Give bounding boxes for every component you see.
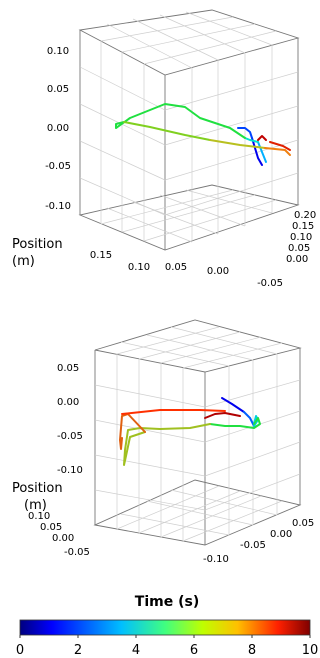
bottom-trace-seg-6 [119,413,146,450]
bottom-z-ticks: 0.05 0.00 -0.05 -0.10 [57,363,83,476]
top-plot-frame [78,9,300,251]
top-z-tick-2: 0.00 [47,123,69,134]
bottom-position-label-line1: Position [12,481,63,496]
top-z-tick-4: -0.10 [45,201,71,212]
bottom-plot-frame [93,319,302,546]
bottom-z-tick-0: 0.05 [57,363,79,374]
bottom-z-tick-3: -0.10 [57,465,83,476]
top-plot: 0.10 0.05 0.00 -0.05 -0.10 0.15 0.10 0.0… [12,9,316,289]
bottom-left-tick-3: -0.05 [64,547,90,558]
top-trajectory [115,103,291,166]
top-trace-seg-5 [115,103,246,139]
top-trace-seg-2 [237,127,253,139]
bottom-trace-seg-8 [204,412,241,419]
top-z-tick-1: 0.05 [47,84,69,95]
top-position-label-line2: (m) [12,254,35,269]
top-y-tick-1: 0.15 [292,221,314,232]
bottom-left-tick-0: 0.10 [28,511,50,522]
bottom-right-ticks: -0.10 -0.05 0.00 0.05 [203,518,314,565]
bottom-plot: 0.05 0.00 -0.05 -0.10 0.10 0.05 0.00 -0.… [12,319,314,565]
bottom-trace-seg-5 [123,423,211,466]
top-trace-seg-8 [264,147,291,156]
top-floor [78,184,300,251]
top-trace-seg-7 [209,139,266,149]
top-y-tick-3: 0.05 [288,243,310,254]
bottom-right-tick-0: -0.10 [203,554,229,565]
top-y-tick-4: 0.00 [286,254,308,265]
colorbar: Time (s) 0 2 4 6 8 10 [16,594,318,658]
colorbar-tick-label-1: 2 [74,643,82,658]
colorbar-tick-label-3: 6 [190,643,198,658]
top-x-ticks: 0.15 0.10 0.05 0.00 -0.05 [90,250,283,289]
colorbar-bar [19,619,311,636]
top-y-tick-2: 0.10 [290,232,312,243]
bottom-right-tick-2: 0.00 [270,529,292,540]
bottom-trace-seg-4 [209,417,261,429]
bottom-trace-seg-1 [221,397,245,413]
bottom-floor [93,479,302,546]
colorbar-tick-label-2: 4 [132,643,140,658]
bottom-left-tick-2: 0.00 [52,533,74,544]
top-x-tick-0: 0.15 [90,250,112,261]
top-trace-seg-1 [251,137,263,166]
top-z-ticks: 0.10 0.05 0.00 -0.05 -0.10 [45,46,71,212]
colorbar-tick-label-5: 10 [302,643,319,658]
top-y-ticks: 0.20 0.15 0.10 0.05 0.00 [286,210,316,265]
top-x-tick-4: -0.05 [257,278,283,289]
top-x-tick-1: 0.10 [128,262,150,273]
bottom-right-tick-3: 0.05 [292,518,314,529]
top-z-tick-0: 0.10 [47,46,69,57]
colorbar-title: Time (s) [135,594,199,610]
colorbar-tick-label-0: 0 [16,643,24,658]
top-z-tick-3: -0.05 [45,161,71,172]
top-y-tick-0: 0.20 [294,210,316,221]
top-x-tick-3: 0.00 [207,266,229,277]
bottom-right-tick-1: -0.05 [240,540,266,551]
bottom-trace-seg-7 [121,409,226,415]
top-position-label-line1: Position [12,237,63,252]
top-trace-seg-10 [257,135,267,141]
bottom-trace-seg-2 [243,411,255,427]
bottom-position-label-line2: (m) [24,498,47,513]
bottom-z-tick-2: -0.05 [57,431,83,442]
top-trace-seg-3 [257,141,267,163]
bottom-z-tick-1: 0.00 [57,397,79,408]
top-trace-seg-9 [269,141,291,151]
bottom-left-ticks: 0.10 0.05 0.00 -0.05 [28,511,90,558]
top-x-tick-2: 0.05 [165,262,187,273]
top-trace-seg-6 [123,121,211,141]
colorbar-tick-label-4: 8 [248,643,256,658]
bottom-trajectory [119,397,261,466]
colorbar-ticks: 0 2 4 6 8 10 [16,635,318,658]
top-trace-seg-4 [244,137,259,143]
bottom-left-tick-1: 0.05 [40,522,62,533]
